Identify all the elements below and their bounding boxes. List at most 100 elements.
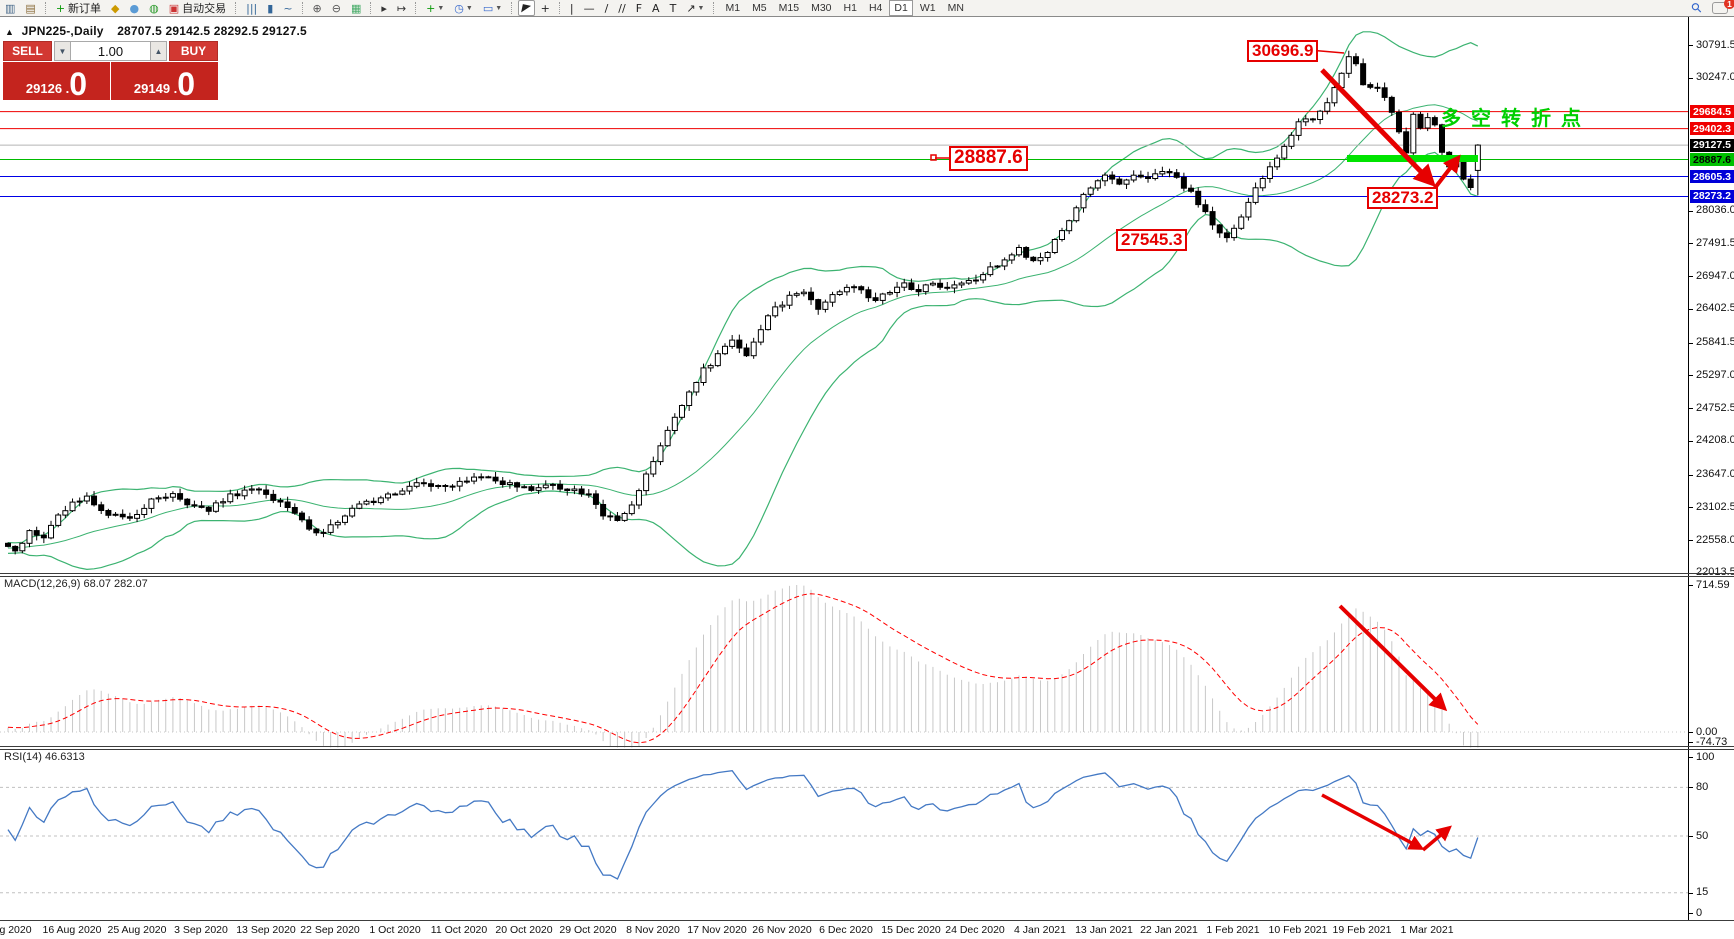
vertical-line-button[interactable]: |: [566, 0, 578, 16]
price-level-badge: 28605.3: [1690, 170, 1734, 183]
timeframe-m5-button[interactable]: M5: [752, 2, 767, 14]
price-level-badge: 28887.6: [1690, 153, 1734, 167]
text-button[interactable]: A: [648, 0, 664, 16]
toolbar-separator: [370, 2, 372, 14]
volume-input[interactable]: 1.00: [71, 41, 150, 61]
tile-windows-button[interactable]: ▦: [347, 0, 365, 16]
date-tick-label: 11 Oct 2020: [430, 924, 488, 936]
axis-tick: [1689, 836, 1693, 837]
periods-button[interactable]: ◷ ▼: [450, 0, 477, 16]
rsi-scale-label: 100: [1696, 750, 1715, 763]
indicators-button[interactable]: + ▼: [422, 0, 448, 16]
cursor-button[interactable]: ◤: [518, 0, 535, 16]
horizontal-line-button[interactable]: —: [580, 0, 599, 16]
market-box-button[interactable]: ◆: [107, 0, 123, 16]
ask-price: 29149 .: [133, 81, 178, 96]
price-level-badge: 29684.5: [1690, 105, 1734, 119]
chart-shift-button[interactable]: ↦: [393, 0, 410, 16]
price-annotation-28887[interactable]: 28887.6: [949, 146, 1028, 171]
chat-icon[interactable]: 1: [1712, 0, 1734, 14]
timeframe-mn-button[interactable]: MN: [947, 2, 964, 14]
timeframe-m15-button[interactable]: M15: [778, 2, 800, 14]
date-tick-label: 13 Jan 2021: [1075, 924, 1133, 936]
date-axis[interactable]: 5 Aug 2020 16 Aug 2020 25 Aug 2020 3 Sep 20…: [0, 921, 1734, 939]
signals-icon: ●: [129, 1, 140, 15]
price-tick-label: 23102.5: [1696, 500, 1734, 513]
bar-chart-icon: |||: [246, 1, 258, 15]
trendline-button[interactable]: /: [601, 0, 613, 16]
new-order-button[interactable]: + 新订单: [52, 0, 105, 16]
periods-dropdown-icon[interactable]: ▼: [465, 4, 473, 12]
turning-point-text[interactable]: 多空转折点: [1441, 108, 1591, 130]
arrows-dropdown-icon[interactable]: ▼: [697, 4, 705, 12]
timeframe-d1-button[interactable]: D1: [889, 0, 913, 16]
zoom-in-button[interactable]: ⊕: [309, 0, 326, 16]
tile-windows-icon: ▦: [350, 1, 362, 15]
timeframe-m1-button[interactable]: M1: [725, 2, 741, 14]
price-annotation-30696[interactable]: 30696.9: [1247, 40, 1319, 63]
axis-tick: [1689, 540, 1693, 542]
equidistant-channel-button[interactable]: //: [614, 0, 629, 16]
axis-tick: [1689, 210, 1693, 212]
chart-bottom-border: [0, 920, 1734, 921]
sell-button[interactable]: SELL: [3, 41, 52, 61]
price-tick-label: 24208.0: [1696, 434, 1734, 447]
axis-tick: [1689, 742, 1693, 743]
text-icon: A: [652, 1, 660, 15]
timeframe-w1-button[interactable]: W1: [919, 2, 936, 14]
templates-button[interactable]: ▭ ▼: [479, 0, 506, 16]
volume-decrease-button[interactable]: ▼: [54, 41, 71, 61]
volume-increase-button[interactable]: ▲: [150, 41, 167, 61]
connection-button[interactable]: ◍: [145, 0, 163, 16]
collapse-triangle-icon[interactable]: ▲: [5, 27, 15, 37]
crosshair-button[interactable]: +: [537, 0, 554, 16]
axis-tick: [1689, 474, 1693, 476]
cursor-icon: ◤: [520, 0, 532, 16]
buy-price-button[interactable]: 29149 . 0: [111, 62, 218, 100]
toolbar-buttons: ▥ ▤ + 新订单 ◆ ● ◍ ▣ 自动交易 ||| ▮ ~ ⊕ ⊖ ▦ ▸ ↦ + ▼ ◷ ▼ ▭ ▼ ◤ + | — ///F A T…: [0, 0, 719, 16]
price-level-badge: 29127.5: [1690, 138, 1734, 152]
axis-tick: [1689, 913, 1693, 914]
date-tick-label: 15 Dec 2020: [881, 924, 941, 936]
price-annotation-28273[interactable]: 28273.2: [1367, 187, 1439, 210]
price-axis[interactable]: 30791.5 30247.0 28036.0 27491.5 26947.0 26402…: [1688, 16, 1734, 920]
sell-price-button[interactable]: 29126 . 0: [3, 62, 110, 100]
buy-button[interactable]: BUY: [169, 41, 218, 61]
timeframe-bar: M1 M5 M15 M30 H1 H4 D1 W1 MN: [719, 0, 969, 16]
indicators-dropdown-icon[interactable]: ▼: [437, 4, 445, 12]
price-tick-label: 23647.0: [1696, 468, 1734, 481]
profiles-button[interactable]: ▤: [21, 0, 39, 16]
text-label-button[interactable]: T: [666, 0, 681, 16]
candlestick-chart-button[interactable]: ▮: [263, 0, 277, 16]
templates-dropdown-icon[interactable]: ▼: [495, 4, 503, 12]
date-tick-label: 13 Sep 2020: [236, 924, 296, 936]
bar-chart-button[interactable]: |||: [242, 0, 261, 16]
pane-separator[interactable]: [0, 573, 1734, 574]
arrows-button[interactable]: ↗ ▼: [682, 0, 708, 16]
bid-price-big-digit: 0: [69, 66, 88, 103]
signals-button[interactable]: ●: [126, 0, 144, 16]
pane-separator[interactable]: [0, 746, 1734, 747]
date-tick-label: 25 Aug 2020: [107, 924, 167, 936]
date-tick-label: 17 Nov 2020: [687, 924, 747, 936]
line-chart-button[interactable]: ~: [279, 0, 296, 16]
auto-scroll-button[interactable]: ▸: [377, 0, 391, 16]
toolbar-separator: [713, 2, 715, 14]
fibonacci-button[interactable]: F: [632, 0, 646, 16]
date-tick-label: 1 Mar 2021: [1400, 924, 1454, 936]
price-annotation-27545[interactable]: 27545.3: [1116, 229, 1188, 252]
axis-tick: [1689, 440, 1693, 442]
zoom-out-button[interactable]: ⊖: [328, 0, 345, 16]
timeframe-h1-button[interactable]: H1: [843, 2, 857, 14]
date-tick-label: 19 Feb 2021: [1332, 924, 1392, 936]
toolbar-separator: [511, 2, 513, 14]
autotrading-button[interactable]: ▣ 自动交易: [165, 0, 230, 16]
search-icon[interactable]: ⚲: [1688, 0, 1706, 17]
zoom-out-icon: ⊖: [331, 1, 341, 15]
timeframe-h4-button[interactable]: H4: [868, 2, 883, 14]
timeframe-m30-button[interactable]: M30: [811, 2, 832, 14]
new-chart-button[interactable]: ▥: [1, 0, 19, 16]
market-box-icon: ◆: [111, 1, 120, 15]
date-tick-label: 8 Nov 2020: [626, 924, 680, 936]
